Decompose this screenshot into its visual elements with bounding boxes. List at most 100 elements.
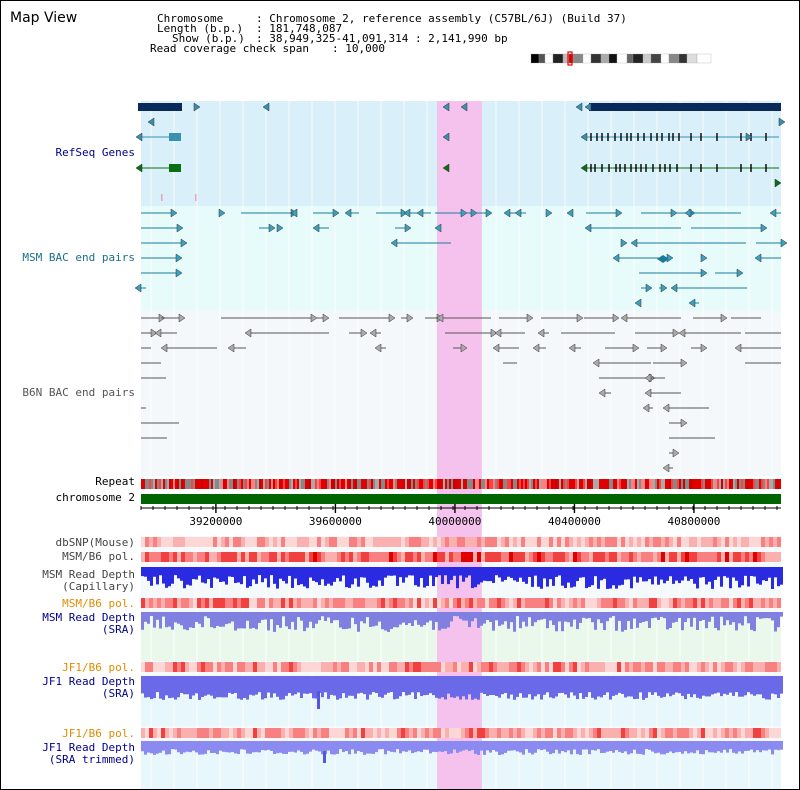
msm-capillary-depth-bar xyxy=(558,567,561,576)
jf1-b6-pol-strip xyxy=(425,662,429,672)
b6n-bac-label[interactable]: B6N BAC end pairs xyxy=(22,386,135,399)
arrow-icon xyxy=(580,132,588,142)
msm-b6-pol-2-label[interactable]: MSM/B6 pol. xyxy=(62,597,135,610)
repeat-bar xyxy=(685,479,687,489)
jf1-b6-pol-2-label[interactable]: JF1/B6 pol. xyxy=(62,727,135,740)
msm-b6-pol-strip xyxy=(445,552,449,562)
jf1-b6-pol-strip xyxy=(397,662,401,672)
repeat-bar xyxy=(439,479,441,489)
repeat-bar xyxy=(247,479,249,489)
repeat-bar xyxy=(219,479,221,489)
jf1-trim-depth-bar xyxy=(648,741,651,750)
msm-sra-depth-bar xyxy=(768,612,771,619)
arrow-icon xyxy=(390,238,398,248)
msm-b6-pol-strip xyxy=(605,552,609,562)
jf1-b6-pol2-strip xyxy=(405,728,409,738)
msm-b6-pol2-strip xyxy=(633,598,637,608)
jf1-sra-depth-bar xyxy=(432,676,435,696)
msm-sra-depth-bar xyxy=(492,612,495,631)
jf1-trim-depth-bar xyxy=(735,741,738,754)
msm-read-depth-sra-label[interactable]: MSM Read Depth xyxy=(42,611,135,624)
jf1-sra-depth-bar xyxy=(144,676,147,698)
msm-sra-depth-bar xyxy=(624,612,627,630)
msm-sra-depth-bar xyxy=(357,612,360,632)
repeat-bar xyxy=(399,479,401,489)
repeat-bar xyxy=(335,479,337,489)
msm-b6-pol2-strip xyxy=(381,598,385,608)
jf1-b6-pol2-strip xyxy=(661,728,665,738)
jf1-sra-depth-bar xyxy=(729,676,732,693)
repeat-bar xyxy=(585,479,587,489)
msm-sra-depth-bar xyxy=(333,612,336,621)
msm-capillary-depth-bar xyxy=(663,567,666,584)
jf1-read-depth-trimmed-label[interactable]: JF1 Read Depth xyxy=(42,741,135,754)
msm-b6-pol-strip xyxy=(393,552,397,562)
repeat-bar xyxy=(561,479,563,489)
jf1-trim-depth-bar xyxy=(660,741,663,755)
dbsnp-heat-strip xyxy=(681,537,685,547)
msm-b6-pol-strip xyxy=(629,552,633,562)
msm-capillary-depth-bar xyxy=(189,567,192,586)
arrow-icon xyxy=(700,343,708,353)
msm-b6-pol-strip xyxy=(329,552,333,562)
dbsnp-heat-strip xyxy=(561,537,565,547)
repeat-bar xyxy=(403,479,405,489)
jf1-b6-pol2-strip xyxy=(329,728,333,738)
msm-b6-pol2-strip xyxy=(697,598,701,608)
dbsnp-heat-strip xyxy=(345,537,349,547)
msm-b6-pol2-strip xyxy=(641,598,645,608)
jf1-trim-depth-bar xyxy=(396,741,399,750)
repeat-bar xyxy=(455,479,457,489)
dbsnp-heat-strip xyxy=(393,537,397,547)
jf1-b6-pol-strip xyxy=(377,662,381,672)
jf1-b6-pol-label[interactable]: JF1/B6 pol. xyxy=(62,661,135,674)
repeat-bar xyxy=(597,479,599,489)
arrow-icon xyxy=(310,313,318,323)
jf1-read-depth-sra-label[interactable]: JF1 Read Depth xyxy=(42,675,135,688)
repeat-bar xyxy=(359,479,361,489)
jf1-sra-depth-bar xyxy=(267,676,270,693)
repeat-bar xyxy=(525,479,527,489)
dbsnp-heat-strip xyxy=(485,537,489,547)
arrow-icon xyxy=(545,208,553,218)
msm-sra-depth-bar xyxy=(609,612,612,618)
refseq-genes-label[interactable]: RefSeq Genes xyxy=(55,146,135,159)
msm-capillary-depth-bar xyxy=(681,567,684,581)
msm-capillary-depth-bar xyxy=(162,567,165,584)
msm-sra-depth-bar xyxy=(570,612,573,627)
msm-capillary-depth-bar xyxy=(237,567,240,583)
msm-capillary-depth-bar xyxy=(774,567,777,578)
msm-capillary-depth-bar xyxy=(744,567,747,576)
msm-bac-label[interactable]: MSM BAC end pairs xyxy=(22,251,135,264)
jf1-trim-depth-bar xyxy=(192,741,195,751)
msm-b6-pol2-strip xyxy=(349,598,353,608)
msm-capillary-depth-bar xyxy=(456,567,459,589)
msm-capillary-depth-bar xyxy=(489,567,492,582)
msm-capillary-depth-bar xyxy=(645,567,648,582)
msm-b6-pol-label[interactable]: MSM/B6 pol. xyxy=(62,550,135,563)
repeat-bar xyxy=(595,479,597,489)
repeat-bar xyxy=(253,479,255,489)
msm-sra-depth-bar xyxy=(246,612,249,621)
jf1-trim-depth-bar xyxy=(495,741,498,752)
msm-capillary-depth-bar xyxy=(420,567,423,579)
msm-sra-depth-bar xyxy=(180,612,183,626)
repeat-bar xyxy=(251,479,253,489)
msm-read-depth-capillary-label[interactable]: MSM Read Depth xyxy=(42,568,135,581)
jf1-b6-pol-strip xyxy=(221,662,225,672)
repeat-bar xyxy=(691,479,693,489)
jf1-b6-pol-strip xyxy=(157,662,161,672)
jf1-b6-pol-strip xyxy=(261,662,265,672)
dbsnp-label[interactable]: dbSNP(Mouse) xyxy=(55,536,135,549)
dbsnp-heat-strip xyxy=(169,537,173,547)
jf1-b6-pol2-strip xyxy=(725,728,729,738)
jf1-sra-depth-bar xyxy=(597,676,600,697)
jf1-b6-pol2-strip xyxy=(141,728,145,738)
repeat-bar xyxy=(443,479,445,489)
msm-b6-pol2-strip xyxy=(433,598,437,608)
msm-capillary-depth-bar xyxy=(546,567,549,587)
jf1-sra-depth-bar xyxy=(612,676,615,696)
msm-b6-pol2-strip xyxy=(149,598,153,608)
